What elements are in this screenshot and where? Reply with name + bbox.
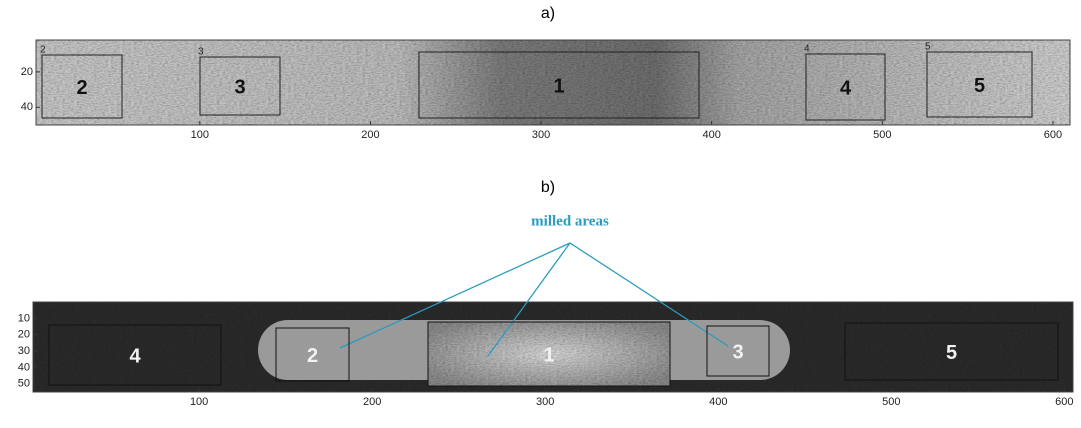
x-tick-label: 400 [709, 396, 727, 408]
y-tick-label: 10 [18, 312, 30, 324]
y-tick-label: 20 [18, 329, 30, 341]
region-label: 2 [307, 345, 318, 367]
region-label: 5 [974, 75, 985, 97]
y-tick-label: 20 [21, 66, 33, 78]
region-label: 3 [234, 76, 245, 98]
x-tick-label: 100 [190, 396, 208, 408]
x-tick-label: 500 [882, 396, 900, 408]
x-tick-label: 100 [191, 129, 209, 141]
y-tick-label: 30 [18, 345, 30, 357]
region-label: 4 [840, 77, 852, 99]
region-tag: 3 [198, 47, 204, 58]
region-tag: 2 [40, 45, 46, 56]
region-label: 1 [553, 75, 564, 97]
x-tick-label: 600 [1044, 129, 1062, 141]
region-box [41, 54, 123, 119]
y-tick-label: 40 [18, 361, 30, 373]
region-box [199, 56, 281, 116]
y-tick-label: 40 [21, 101, 33, 113]
region-box [48, 324, 222, 386]
panel-caption: a) [541, 5, 555, 22]
region-label: 2 [76, 77, 87, 99]
region-box [805, 53, 886, 121]
panel-b-image [32, 301, 1074, 393]
panel-a-image [35, 39, 1071, 126]
region-box [427, 321, 671, 387]
region-label: 4 [129, 345, 141, 367]
x-tick-label: 200 [361, 129, 379, 141]
y-tick-label: 50 [18, 378, 30, 390]
panel-caption: b) [541, 179, 555, 196]
region-box [418, 51, 700, 119]
region-box [926, 51, 1033, 118]
region-box [275, 327, 350, 382]
x-tick-label: 600 [1055, 396, 1073, 408]
x-tick-label: 300 [532, 129, 550, 141]
region-label: 5 [946, 342, 957, 364]
annotation-lines [339, 242, 729, 357]
x-tick-label: 500 [873, 129, 891, 141]
region-box [844, 322, 1059, 381]
region-tag: 5 [925, 42, 931, 53]
region-box [706, 325, 770, 377]
region-tag: 4 [804, 44, 810, 55]
annotation: milled areas [531, 213, 609, 229]
x-tick-label: 200 [363, 396, 381, 408]
region-label: 1 [543, 344, 554, 366]
region-label: 3 [732, 341, 743, 363]
x-tick-label: 300 [536, 396, 554, 408]
x-tick-label: 400 [703, 129, 721, 141]
